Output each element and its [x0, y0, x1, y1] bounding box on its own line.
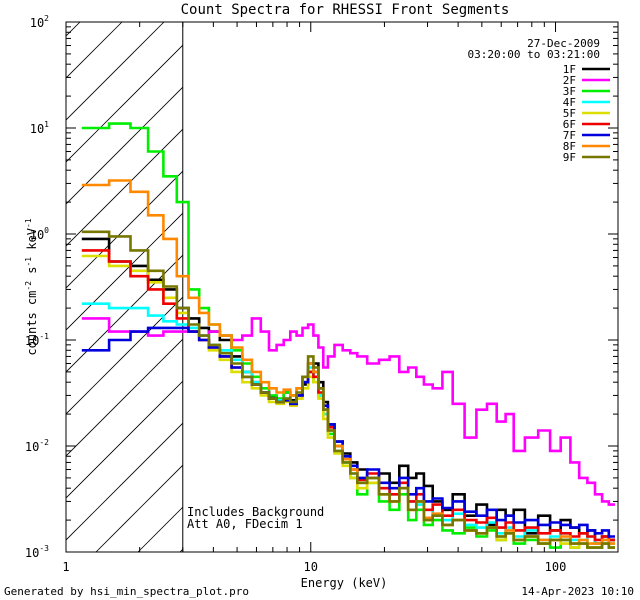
hatched-region [66, 22, 640, 552]
legend-label-4F: 4F [563, 96, 576, 109]
hatch-line [66, 212, 183, 331]
hatch-line [66, 422, 183, 541]
legend-label-7F: 7F [563, 129, 576, 142]
hatch-line [222, 22, 640, 552]
series-line-7F [81, 326, 615, 538]
chart-title: Count Spectra for RHESSI Front Segments [181, 2, 510, 18]
y-tick-label: 101 [30, 120, 49, 136]
legend-label-9F: 9F [563, 151, 576, 164]
legend-label-2F: 2F [563, 74, 576, 87]
x-tick-label: 100 [545, 560, 567, 574]
series-line-8F [81, 179, 615, 545]
footer-generator: Generated by hsi_min_spectra_plot.pro [4, 585, 249, 598]
legend-label-8F: 8F [563, 140, 576, 153]
plot-frame [65, 21, 619, 553]
series-line-1F [81, 237, 615, 545]
series-line-9F [81, 230, 615, 549]
y-tick-label: 10-3 [25, 544, 49, 560]
hatch-line [66, 22, 123, 79]
legend-label-6F: 6F [563, 118, 576, 131]
series-group [81, 122, 615, 549]
hatch-line [66, 86, 183, 205]
y-tick-label: 102 [30, 14, 49, 30]
x-tick-label: 1 [62, 560, 69, 574]
hatch-line [474, 22, 640, 552]
legend-label-5F: 5F [563, 107, 576, 120]
annotation-attenuator: Att A0, FDecim 1 [187, 517, 303, 531]
x-axis-label: Energy (keV) [301, 576, 388, 590]
hatch-line [66, 22, 81, 37]
hatch-line [66, 44, 183, 163]
series-line-6F [81, 249, 615, 542]
legend-label-3F: 3F [563, 85, 576, 98]
hatch-line [66, 22, 165, 121]
footer-timestamp: 14-Apr-2023 10:10 [521, 585, 634, 598]
annotation-background: Includes Background [187, 505, 324, 519]
legend-time-range: 03:20:00 to 03:21:00 [468, 48, 600, 61]
hatch-line [66, 170, 183, 289]
hatch-line [66, 128, 183, 247]
series-line-4F [81, 302, 615, 545]
hatch-line [66, 254, 183, 373]
series-line-2F [81, 317, 615, 506]
x-tick-label: 10 [304, 560, 318, 574]
y-axis-label: counts cm-2 s-1 keV-1 [24, 218, 39, 355]
hatch-line [66, 380, 183, 499]
legend-label-1F: 1F [563, 63, 576, 76]
y-tick-label: 10-2 [25, 438, 49, 454]
legend-date: 27-Dec-2009 [527, 37, 600, 50]
